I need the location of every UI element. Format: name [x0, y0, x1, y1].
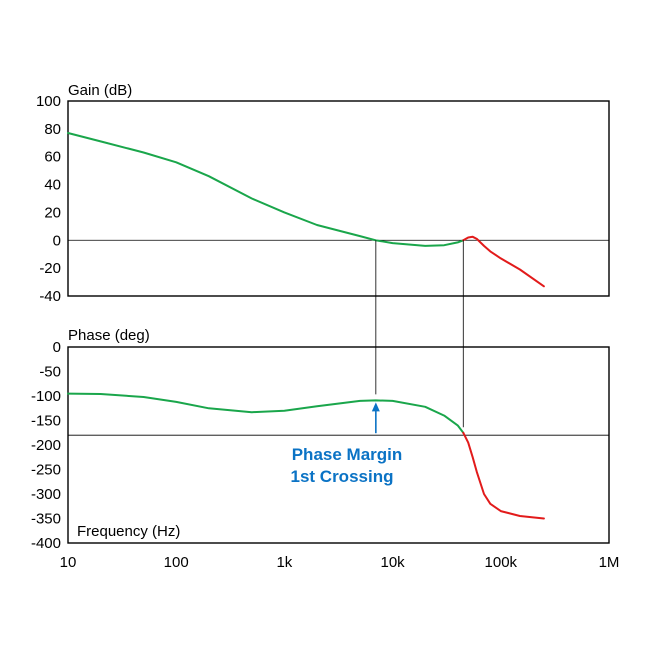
phase-ytick-label: -250 — [31, 462, 61, 479]
gain-ytick-label: 100 — [36, 93, 61, 110]
phase-ytick-label: -200 — [31, 437, 61, 454]
phase-ytick-label: -350 — [31, 511, 61, 528]
frequency-tick-label: 10 — [60, 554, 77, 571]
phase-plot-frame — [67, 346, 610, 544]
frequency-tick-label: 100k — [485, 554, 518, 571]
gain-panel: Gain (dB) 100 80 60 40 20 0 -20 -40 — [36, 82, 610, 305]
gain-ytick-label: 20 — [44, 204, 61, 221]
gain-axis-title: Gain (dB) — [68, 82, 132, 99]
annotation-line-2: 1st Crossing — [291, 467, 394, 486]
phase-margin-annotation: Phase Margin 1st Crossing — [291, 402, 403, 486]
phase-series-line-2 — [462, 431, 545, 520]
phase-panel: Phase (deg) Frequency (Hz) 0 -50 -100 -150 -… — [31, 327, 619, 571]
phase-axis-title: Phase (deg) — [68, 327, 150, 344]
phase-ytick-label: -150 — [31, 413, 61, 430]
frequency-tick-label: 1k — [276, 554, 292, 571]
phase-ytick-label: -50 — [39, 364, 61, 381]
phase-ytick-label: -400 — [31, 535, 61, 552]
phase-ytick-label: 0 — [53, 339, 61, 356]
frequency-tick-label: 1M — [599, 554, 620, 571]
frequency-axis-title: Frequency (Hz) — [77, 523, 180, 540]
phase-series-line-1 — [67, 392, 465, 434]
gain-ytick-label: -40 — [39, 288, 61, 305]
phase-margin-arrow-head — [371, 402, 380, 412]
gain-ytick-label: -20 — [39, 260, 61, 277]
gain-series-line-2 — [462, 235, 545, 288]
phase-ytick-label: -100 — [31, 388, 61, 405]
gain-series-line-1 — [67, 132, 465, 247]
phase-ytick-label: -300 — [31, 486, 61, 503]
gain-ytick-label: 0 — [53, 232, 61, 249]
gain-plot-frame — [67, 100, 610, 297]
frequency-tick-label: 100 — [164, 554, 189, 571]
gain-ytick-label: 60 — [44, 149, 61, 166]
gain-ytick-label: 80 — [44, 121, 61, 138]
gain-ytick-label: 40 — [44, 177, 61, 194]
frequency-tick-label: 10k — [381, 554, 406, 571]
annotation-line-1: Phase Margin — [292, 445, 403, 464]
